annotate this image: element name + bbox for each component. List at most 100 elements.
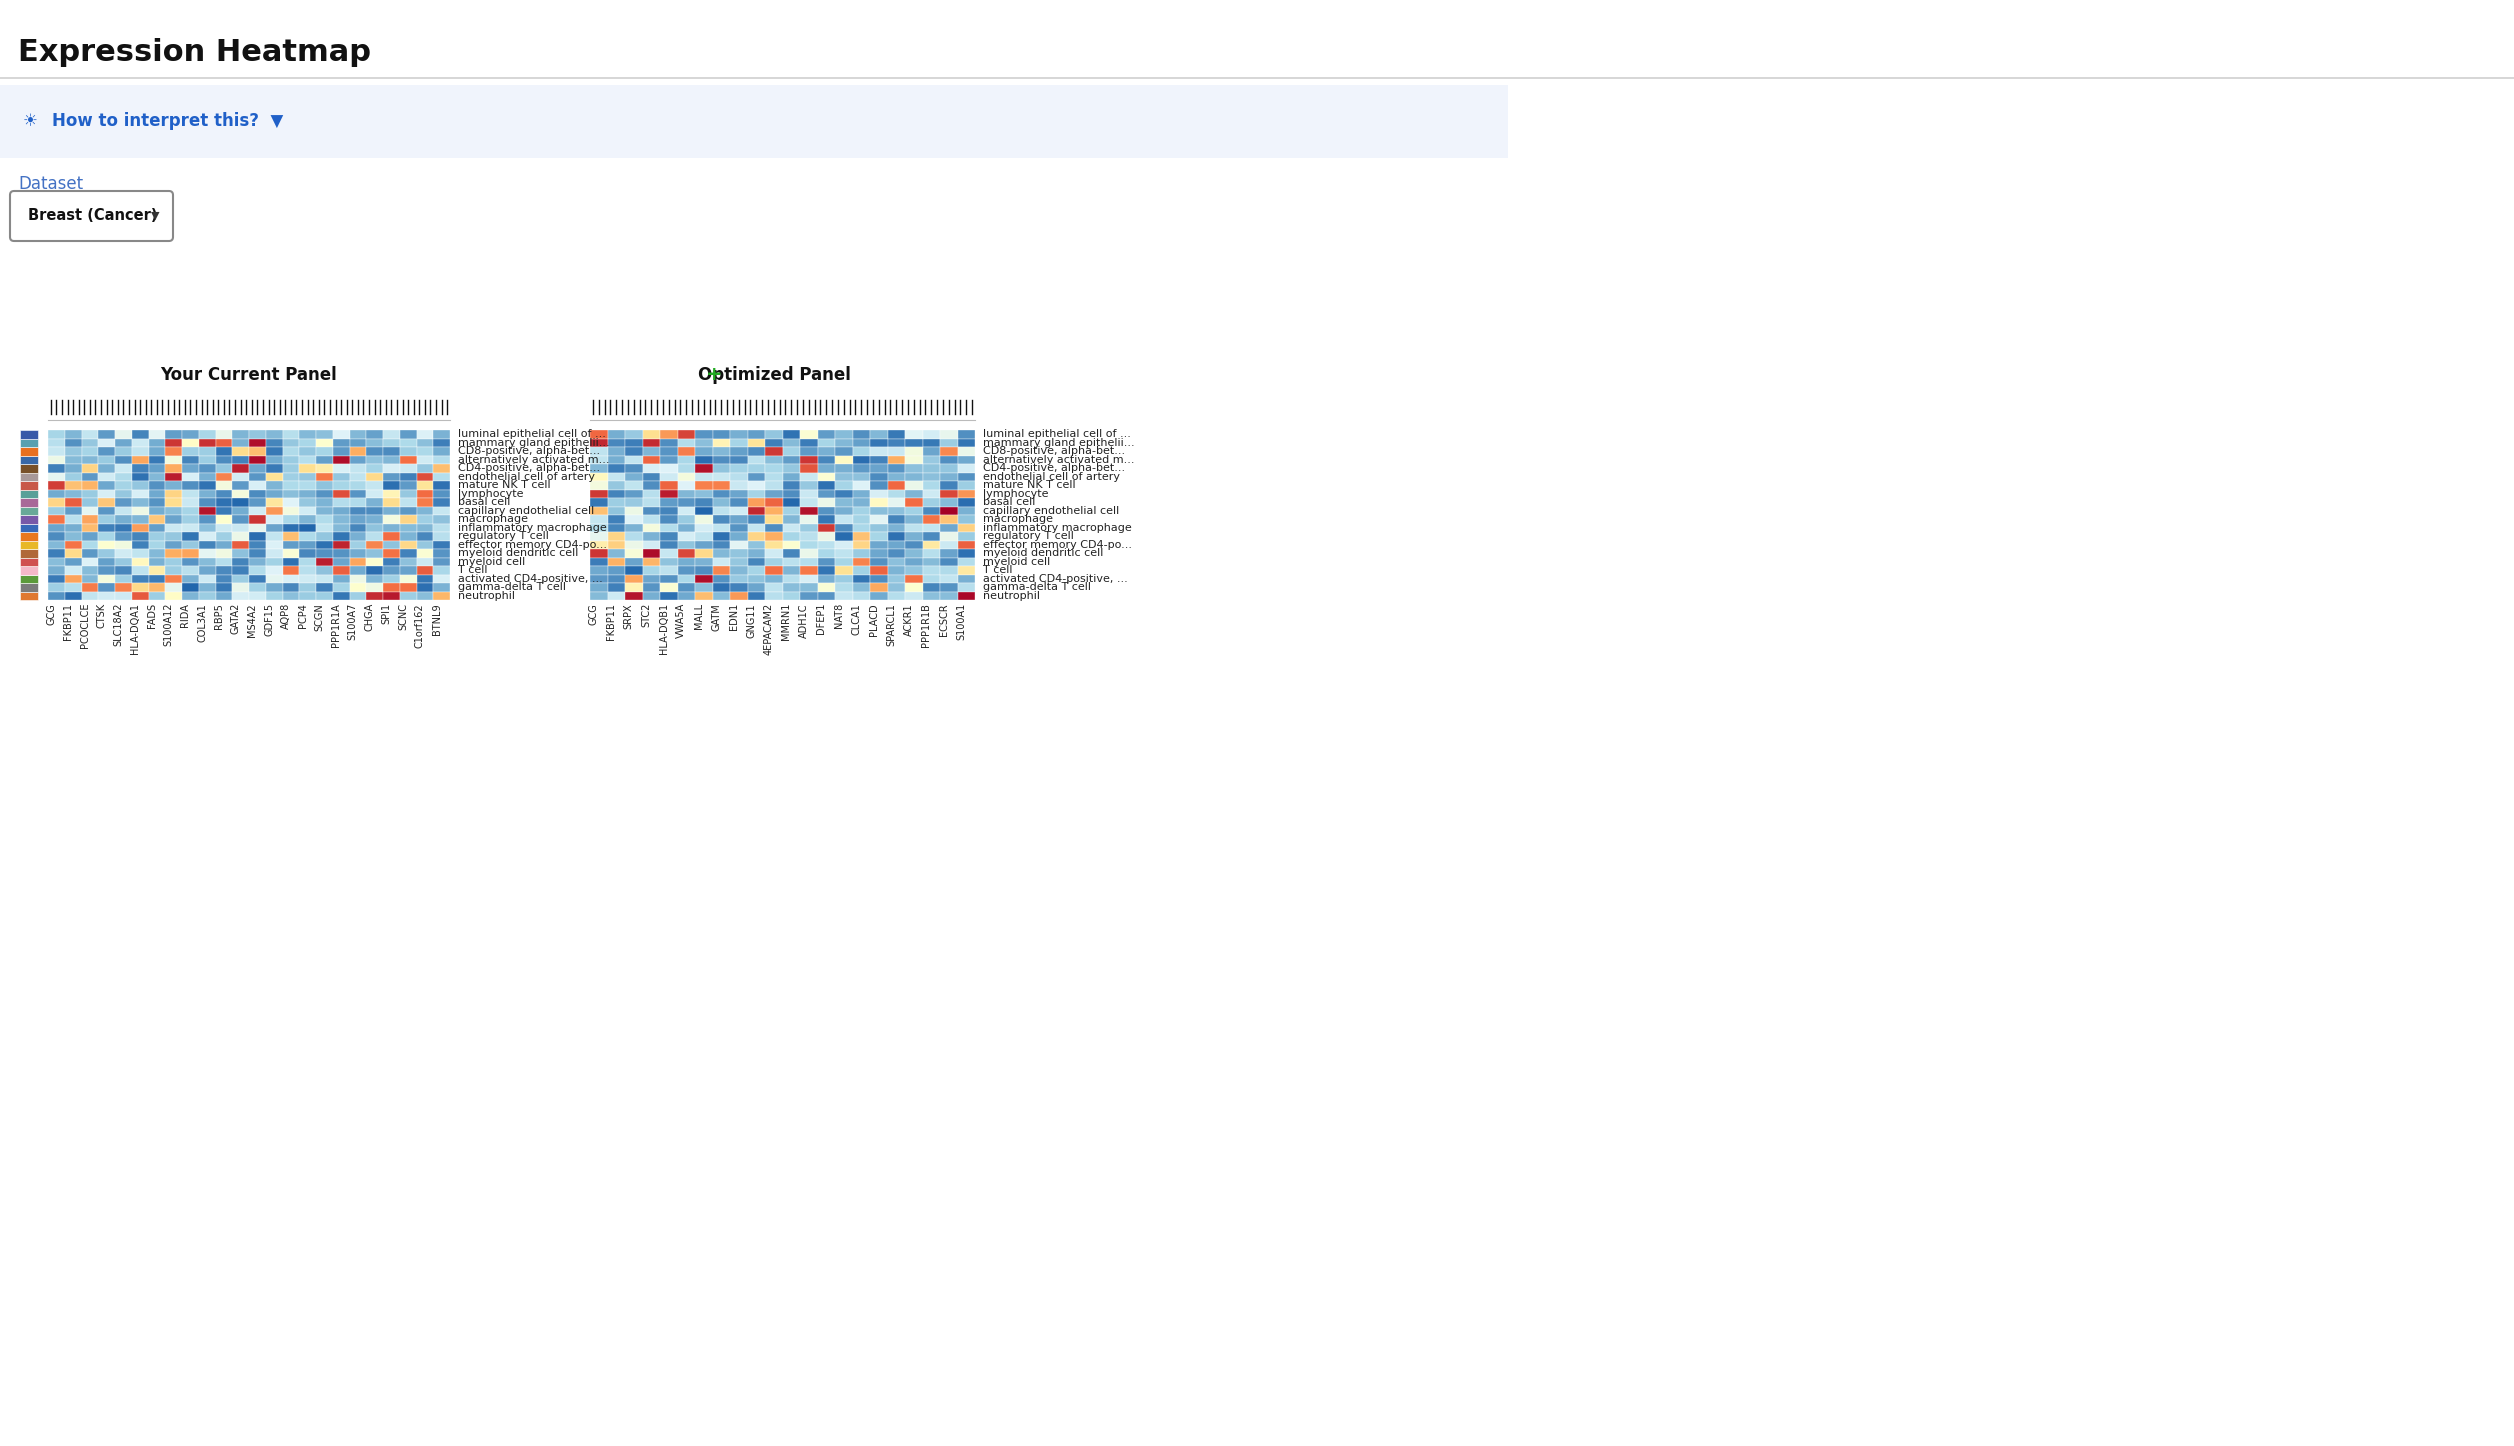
Bar (317, 438, 332, 447)
Bar (20, 532, 38, 541)
Bar (116, 591, 131, 600)
Bar (432, 515, 450, 523)
Bar (80, 447, 98, 455)
Bar (644, 464, 661, 473)
Bar (349, 438, 367, 447)
Bar (367, 447, 382, 455)
Bar (216, 574, 231, 583)
Text: neutrophil: neutrophil (983, 591, 1041, 600)
Bar (48, 506, 65, 515)
Text: effector memory CD4-po...: effector memory CD4-po... (458, 539, 606, 549)
Text: T cell: T cell (983, 565, 1013, 576)
Bar (608, 497, 626, 506)
Bar (747, 574, 764, 583)
Bar (282, 558, 299, 565)
Bar (266, 541, 282, 549)
Bar (65, 438, 80, 447)
Bar (181, 515, 199, 523)
Bar (98, 523, 116, 532)
Bar (958, 506, 975, 515)
Bar (417, 549, 432, 558)
Bar (282, 490, 299, 497)
Bar (870, 464, 887, 473)
Bar (20, 541, 38, 549)
Bar (231, 473, 249, 482)
Bar (747, 541, 764, 549)
Text: GCG: GCG (45, 603, 55, 625)
Bar (940, 549, 958, 558)
Bar (852, 429, 870, 438)
Bar (249, 497, 266, 506)
Bar (181, 574, 199, 583)
Bar (729, 574, 747, 583)
Bar (729, 473, 747, 482)
Bar (626, 438, 644, 447)
Bar (644, 482, 661, 490)
Bar (887, 532, 905, 541)
Bar (131, 565, 148, 574)
Bar (799, 574, 817, 583)
Bar (694, 438, 711, 447)
Text: S100A7: S100A7 (347, 603, 357, 641)
Bar (432, 438, 450, 447)
Bar (199, 541, 216, 549)
Bar (48, 482, 65, 490)
Bar (20, 515, 38, 523)
Bar (382, 574, 400, 583)
Text: lymphocyte: lymphocyte (983, 489, 1048, 499)
Bar (591, 565, 608, 574)
Text: RBP5: RBP5 (214, 603, 224, 629)
Bar (661, 541, 676, 549)
Bar (116, 583, 131, 591)
Bar (131, 490, 148, 497)
Bar (747, 497, 764, 506)
Bar (817, 574, 835, 583)
Bar (747, 482, 764, 490)
Bar (80, 506, 98, 515)
Bar (382, 490, 400, 497)
Bar (417, 429, 432, 438)
Bar (782, 464, 799, 473)
Bar (266, 532, 282, 541)
Bar (626, 532, 644, 541)
Bar (400, 541, 417, 549)
Bar (299, 438, 317, 447)
Bar (48, 549, 65, 558)
Bar (332, 438, 349, 447)
Text: inflammatory macrophage: inflammatory macrophage (983, 523, 1131, 532)
Bar (923, 497, 940, 506)
Bar (923, 482, 940, 490)
Bar (282, 455, 299, 464)
Bar (116, 447, 131, 455)
Bar (65, 490, 80, 497)
Bar (48, 429, 65, 438)
Bar (116, 482, 131, 490)
Bar (676, 523, 694, 532)
Bar (216, 455, 231, 464)
Bar (349, 532, 367, 541)
Bar (626, 565, 644, 574)
Bar (65, 455, 80, 464)
Bar (20, 455, 38, 464)
Bar (382, 497, 400, 506)
Bar (591, 558, 608, 565)
Bar (923, 523, 940, 532)
Bar (266, 523, 282, 532)
Bar (131, 549, 148, 558)
Bar (231, 558, 249, 565)
Bar (887, 497, 905, 506)
Text: CD8-positive, alpha-bet...: CD8-positive, alpha-bet... (983, 447, 1126, 457)
Bar (181, 429, 199, 438)
Bar (249, 574, 266, 583)
Bar (317, 482, 332, 490)
Bar (694, 497, 711, 506)
Text: SRPX: SRPX (623, 603, 634, 629)
Bar (349, 591, 367, 600)
Bar (432, 549, 450, 558)
Bar (782, 565, 799, 574)
Bar (367, 473, 382, 482)
Bar (799, 438, 817, 447)
Bar (626, 497, 644, 506)
Bar (711, 591, 729, 600)
Bar (676, 574, 694, 583)
